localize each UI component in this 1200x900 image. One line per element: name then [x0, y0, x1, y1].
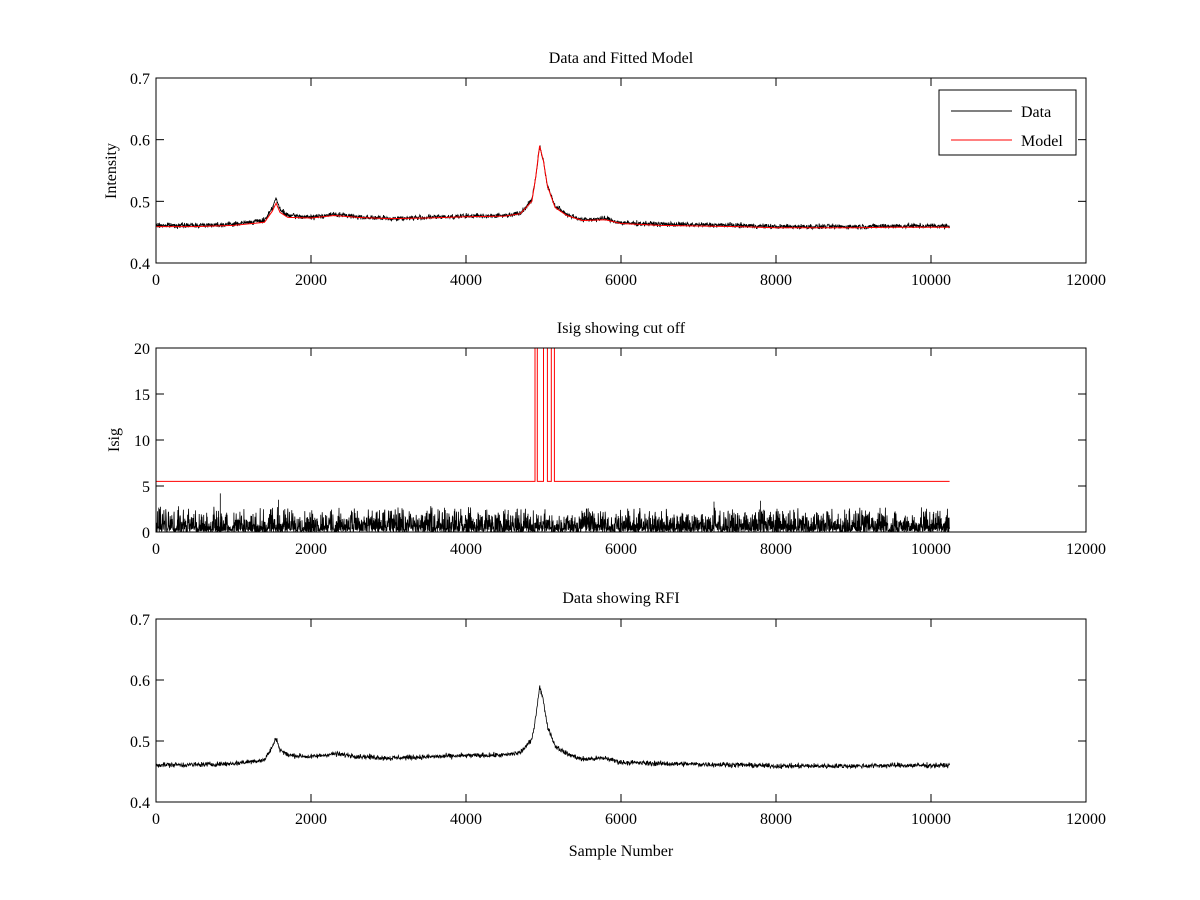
y-tick-label: 10: [134, 433, 150, 450]
x-tick-label: 4000: [450, 272, 482, 289]
chart-title: Data and Fitted Model: [549, 50, 694, 67]
x-tick-label: 4000: [450, 541, 482, 558]
y-tick-label: 20: [134, 341, 150, 358]
series-line-model: [156, 145, 950, 229]
y-tick-label: 0.6: [130, 673, 150, 690]
x-tick-label: 12000: [1066, 272, 1106, 289]
axes-frame: [155, 347, 1087, 533]
x-tick-label: 10000: [911, 272, 951, 289]
series-line-black: [156, 493, 950, 532]
y-axis-label: Isig: [106, 428, 123, 452]
x-tick-label: 6000: [605, 541, 637, 558]
x-tick-label: 10000: [911, 811, 951, 828]
x-tick-label: 2000: [295, 811, 327, 828]
y-tick-label: 0.5: [130, 194, 150, 211]
legend-label: Model: [1021, 133, 1063, 150]
y-tick-label: 0.4: [130, 256, 150, 273]
x-tick-label: 10000: [911, 541, 951, 558]
y-tick-label: 0.7: [130, 612, 150, 629]
y-tick-label: 0.6: [130, 133, 150, 150]
panel-data-and-fitted-model: Data and Fitted Model Intensity 0 2000 400…: [103, 50, 1106, 289]
x-axis-label: Sample Number: [569, 843, 674, 860]
y-tick-label: 0.4: [130, 795, 150, 812]
x-tick-label: 8000: [760, 541, 792, 558]
y-tick-label: 0.5: [130, 734, 150, 751]
chart-title: Isig showing cut off: [557, 320, 686, 337]
x-tick-label: 0: [152, 811, 160, 828]
x-tick-label: 6000: [605, 272, 637, 289]
y-tick-label: 0.7: [130, 71, 150, 88]
axes-frame: [155, 618, 1087, 803]
x-tick-label: 2000: [295, 541, 327, 558]
legend-label: Data: [1021, 104, 1051, 121]
series-line-red: [156, 348, 950, 482]
y-tick-label: 15: [134, 387, 150, 404]
x-tick-label: 8000: [760, 272, 792, 289]
panel-data-showing-rfi: Data showing RFI Sample Number 0 2000 4000…: [130, 590, 1106, 860]
chart-title: Data showing RFI: [562, 590, 679, 607]
x-tick-label: 4000: [450, 811, 482, 828]
x-tick-label: 12000: [1066, 541, 1106, 558]
y-tick-label: 0: [142, 525, 150, 542]
x-tick-label: 0: [152, 272, 160, 289]
legend: Data Model: [938, 89, 1077, 156]
x-tick-label: 0: [152, 541, 160, 558]
series-line-black: [156, 685, 950, 770]
x-tick-label: 2000: [295, 272, 327, 289]
x-tick-label: 12000: [1066, 811, 1106, 828]
legend-box: [938, 89, 1077, 156]
x-tick-label: 6000: [605, 811, 637, 828]
x-tick-label: 8000: [760, 811, 792, 828]
series-line-data: [156, 145, 950, 231]
y-axis-label: Intensity: [103, 143, 120, 199]
y-tick-label: 5: [142, 479, 150, 496]
panel-isig-showing-cut-off: Isig showing cut off Isig 0 2000 4000 6000 8…: [106, 320, 1106, 558]
